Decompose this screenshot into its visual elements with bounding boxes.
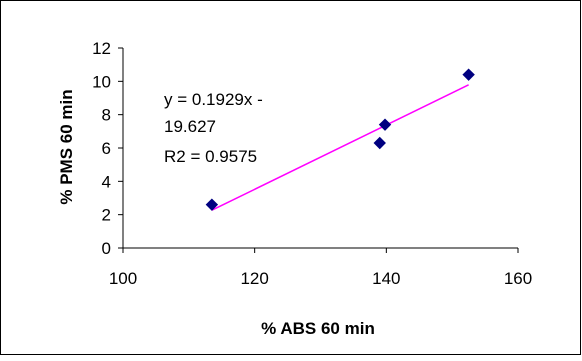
data-point [378,118,392,131]
x-tick-label: 140 [372,269,400,288]
r-squared-label: R2 = 0.9575 [164,147,257,166]
x-axis-title: % ABS 60 min [261,319,375,338]
data-point [462,68,475,81]
y-tick-label: 10 [92,72,111,91]
x-tick-label: 120 [240,269,268,288]
y-tick-label: 2 [102,206,111,225]
y-tick-label: 8 [102,106,111,125]
x-tick-label: 100 [109,269,137,288]
trendline [211,84,469,211]
x-tick-label: 160 [504,269,532,288]
y-tick-label: 6 [102,139,111,158]
data-point [205,198,219,211]
trend-equation-line-2: 19.627 [164,117,216,136]
y-tick-label: 12 [92,39,111,58]
y-tick-label: 0 [102,239,111,258]
trend-equation-line-1: y = 0.1929x - [164,90,263,109]
y-tick-label: 4 [102,172,111,191]
y-axis-title: % PMS 60 min [57,89,76,204]
data-point [373,136,386,150]
